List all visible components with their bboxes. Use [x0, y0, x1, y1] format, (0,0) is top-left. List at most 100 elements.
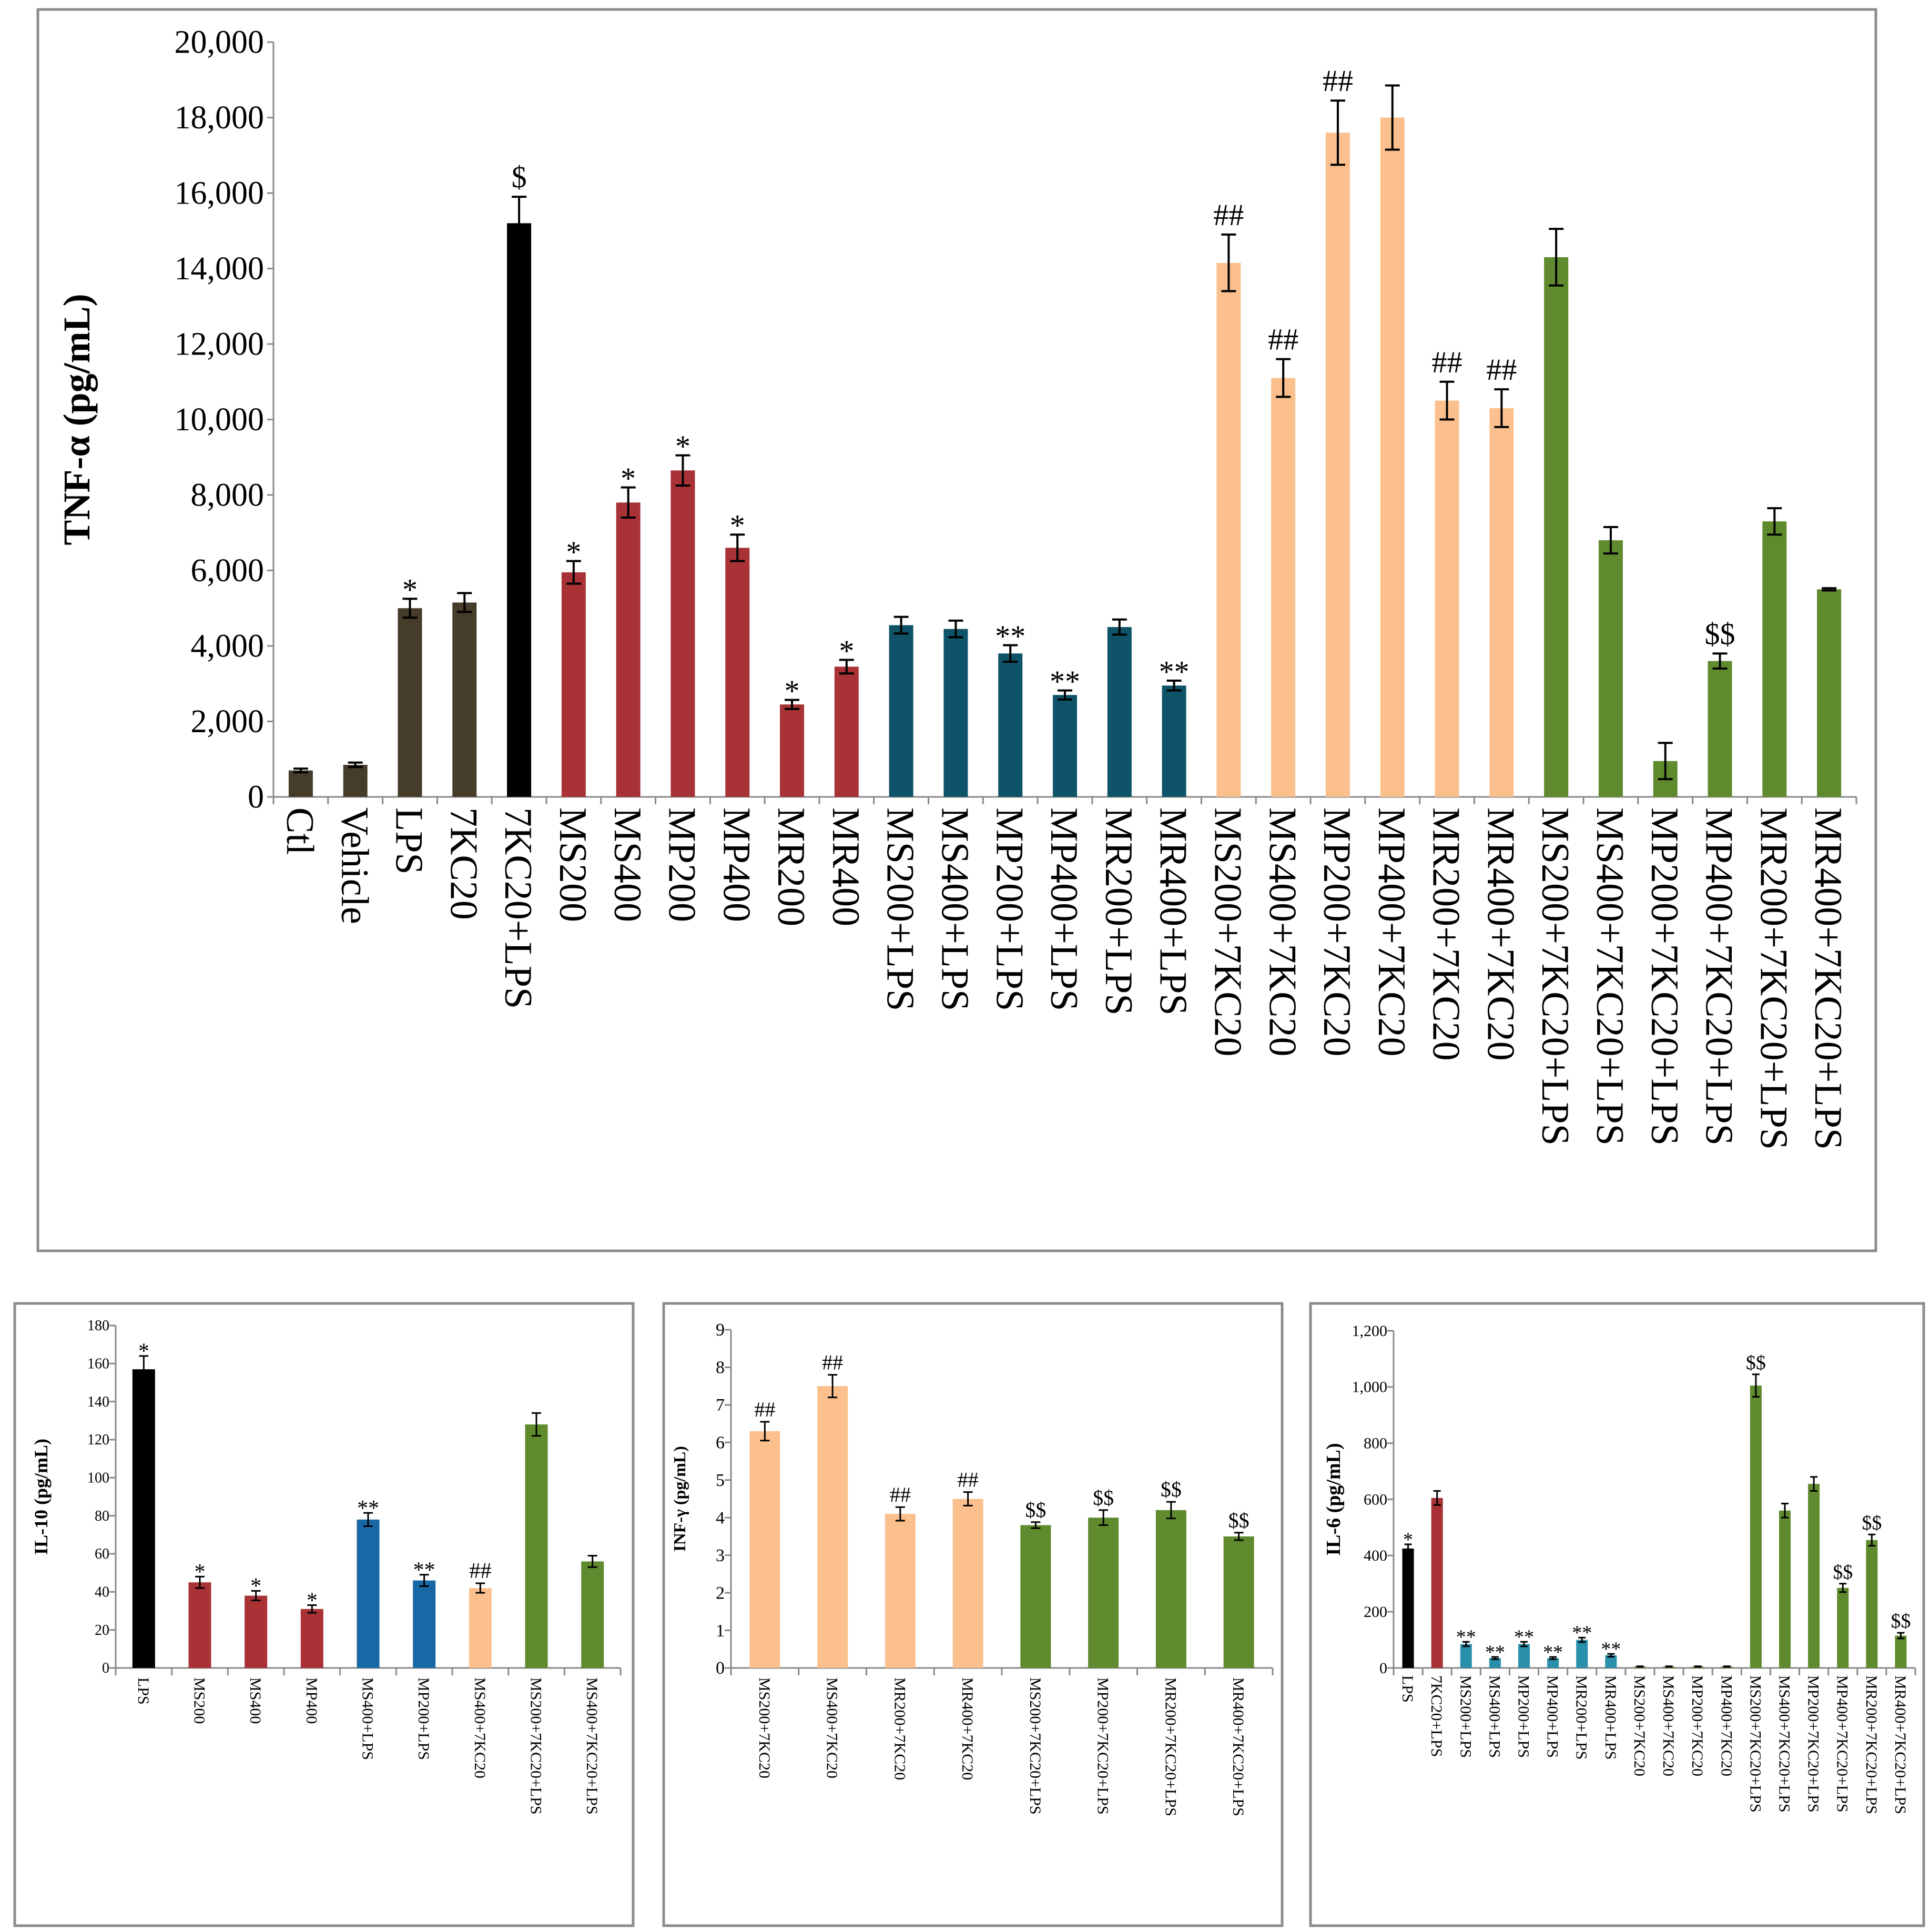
il6-bar-17	[1866, 1540, 1878, 1668]
il6-category-label: MS200+7KC20+LPS	[1746, 1675, 1764, 1813]
tnf-bar-7	[616, 502, 641, 797]
tnf-bar-25	[1598, 540, 1623, 797]
tnf-category-label: MP200+7KC20+LPS	[1643, 807, 1686, 1146]
tnf-category-label: MS400	[606, 807, 649, 922]
tnf-category-label: MR400+7KC20+LPS	[1806, 807, 1850, 1150]
tnf-bar-9	[725, 548, 750, 797]
il6-bar-1	[1402, 1548, 1414, 1668]
il6-bar-8	[1605, 1655, 1617, 1668]
tnf-bar-18	[1216, 262, 1241, 797]
ifng-significance-label: ##	[754, 1398, 775, 1421]
ifng-significance-label: ##	[890, 1483, 911, 1506]
il6-category-label: 7KC20+LPS	[1428, 1675, 1445, 1757]
tnf-bar-2	[343, 765, 368, 797]
il10-y-axis-title: IL-10 (pg/mL)	[31, 1439, 52, 1555]
tnf-significance-label: ##	[1432, 345, 1462, 379]
il10-significance-label: *	[250, 1574, 261, 1599]
il6-bar-7	[1576, 1640, 1588, 1668]
il6-significance-label: $$	[1746, 1352, 1766, 1374]
ifng-significance-label: $$	[1228, 1509, 1250, 1532]
tnf-bar-27	[1708, 661, 1732, 797]
il6-significance-label: **	[1543, 1641, 1563, 1663]
il6-category-label: MR400+LPS	[1602, 1675, 1619, 1759]
il10-y-tick-label: 120	[87, 1432, 109, 1448]
il6-category-label: MP200+7KC20+LPS	[1805, 1675, 1822, 1813]
il10-significance-label: *	[195, 1560, 206, 1584]
il6-y-tick-label: 1,200	[1352, 1322, 1388, 1340]
ifng-significance-label: ##	[822, 1351, 843, 1374]
tnf-bar-16	[1107, 627, 1132, 797]
il6-y-tick-label: 600	[1364, 1491, 1387, 1508]
il10-category-label: MS200+7KC20+LPS	[527, 1677, 545, 1815]
il6-category-label: MS200+7KC20	[1631, 1675, 1648, 1776]
il10-y-tick-label: 180	[87, 1318, 109, 1334]
il10-category-label: MP400	[303, 1677, 320, 1724]
tnf-bar-6	[561, 572, 586, 797]
il10-significance-label: *	[307, 1589, 318, 1613]
tnf-category-label: MS200+LPS	[879, 807, 922, 1011]
tnf-category-label: MR400+LPS	[1152, 807, 1195, 1015]
il6-bar-16	[1837, 1587, 1849, 1668]
tnf-y-tick-label: 8,000	[191, 477, 265, 513]
il10-bar-9	[581, 1561, 604, 1668]
tnf-bar-22	[1435, 400, 1459, 797]
tnf-category-label: MS200+7KC20+LPS	[1533, 807, 1577, 1146]
tnf-significance-label: **	[1050, 664, 1080, 699]
ifng-y-tick-label: 8	[716, 1358, 725, 1378]
il6-significance-label: $$	[1862, 1512, 1882, 1534]
tnf-bar-8	[671, 470, 695, 797]
ifng-y-axis-title: INF-γ (pg/mL)	[670, 1446, 689, 1552]
il6-y-tick-label: 200	[1364, 1603, 1387, 1621]
tnf-significance-label: **	[1159, 654, 1190, 689]
tnf-bar-11	[834, 666, 859, 797]
il6-significance-label: $$	[1891, 1610, 1911, 1632]
il6-category-label: MS200+LPS	[1457, 1675, 1474, 1758]
ifng-category-label: MR200+7KC20	[891, 1677, 908, 1780]
tnf-bar-20	[1325, 133, 1350, 797]
il6-bar-4	[1489, 1658, 1501, 1668]
ifng-y-tick-label: 4	[716, 1508, 725, 1528]
il6-category-label: MP400+7KC20+LPS	[1834, 1675, 1851, 1813]
tnf-category-label: MS400+7KC20+LPS	[1588, 807, 1631, 1146]
tnf-bar-21	[1380, 117, 1405, 797]
tnf-significance-label: ##	[1486, 352, 1517, 387]
il10-category-label: MP200+LPS	[415, 1677, 432, 1760]
ifng-category-label: MR400+7KC20	[959, 1677, 976, 1780]
il6-chart: 0 200 400 600 800 1,000 1,200 IL-6 (pg/mL) * LPS 7…	[1323, 1322, 1916, 1814]
ifng-y-tick-label: 2	[716, 1583, 725, 1603]
il6-panel-frame	[1309, 1302, 1925, 1927]
tnf-category-label: MP400	[715, 807, 758, 922]
il10-chart: 0 20 40 60 80 100 120 140 160 180 IL-10 (pg/mL) * LP…	[31, 1318, 622, 1815]
ifng-y-tick-label: 6	[716, 1433, 725, 1453]
il6-significance-label: **	[1485, 1641, 1505, 1663]
ifng-significance-label: $$	[1161, 1478, 1182, 1501]
tnf-bar-29	[1817, 589, 1842, 797]
il10-bar-5	[357, 1519, 380, 1668]
il6-category-label: MS400+7KC20+LPS	[1776, 1675, 1793, 1813]
il10-category-label: LPS	[135, 1677, 152, 1705]
tnf-bar-15	[1053, 695, 1077, 797]
il10-bar-7	[469, 1588, 492, 1668]
ifng-bar-4	[952, 1499, 983, 1668]
tnf-significance-label: ##	[1213, 198, 1244, 232]
tnf-significance-label: *	[566, 535, 581, 569]
il10-y-tick-label: 80	[95, 1508, 109, 1524]
tnf-bar-3	[398, 608, 422, 797]
il6-bar-6	[1547, 1658, 1559, 1668]
tnf-y-tick-label: 12,000	[175, 326, 265, 362]
tnf-category-label: MR200	[769, 807, 812, 926]
tnf-category-label: MP200+LPS	[988, 807, 1031, 1011]
tnf-y-tick-label: 20,000	[175, 24, 265, 60]
tnf-category-label: MP400+7KC20+LPS	[1698, 807, 1741, 1146]
tnf-significance-label: $$	[1705, 616, 1735, 651]
il6-y-tick-label: 400	[1364, 1547, 1387, 1564]
ifng-y-tick-label: 3	[716, 1546, 725, 1565]
tnf-y-tick-label: 6,000	[191, 553, 265, 589]
il10-y-tick-label: 100	[87, 1470, 109, 1486]
tnf-alpha-chart: 0 2,000 4,000 6,000 8,000 10,000 12,000 14,000 1…	[56, 24, 1857, 1150]
il6-y-tick-label: 0	[1379, 1660, 1387, 1677]
il6-category-label: MP200+LPS	[1515, 1675, 1532, 1758]
il10-significance-label: *	[138, 1340, 149, 1364]
tnf-panel-frame	[36, 8, 1877, 1252]
